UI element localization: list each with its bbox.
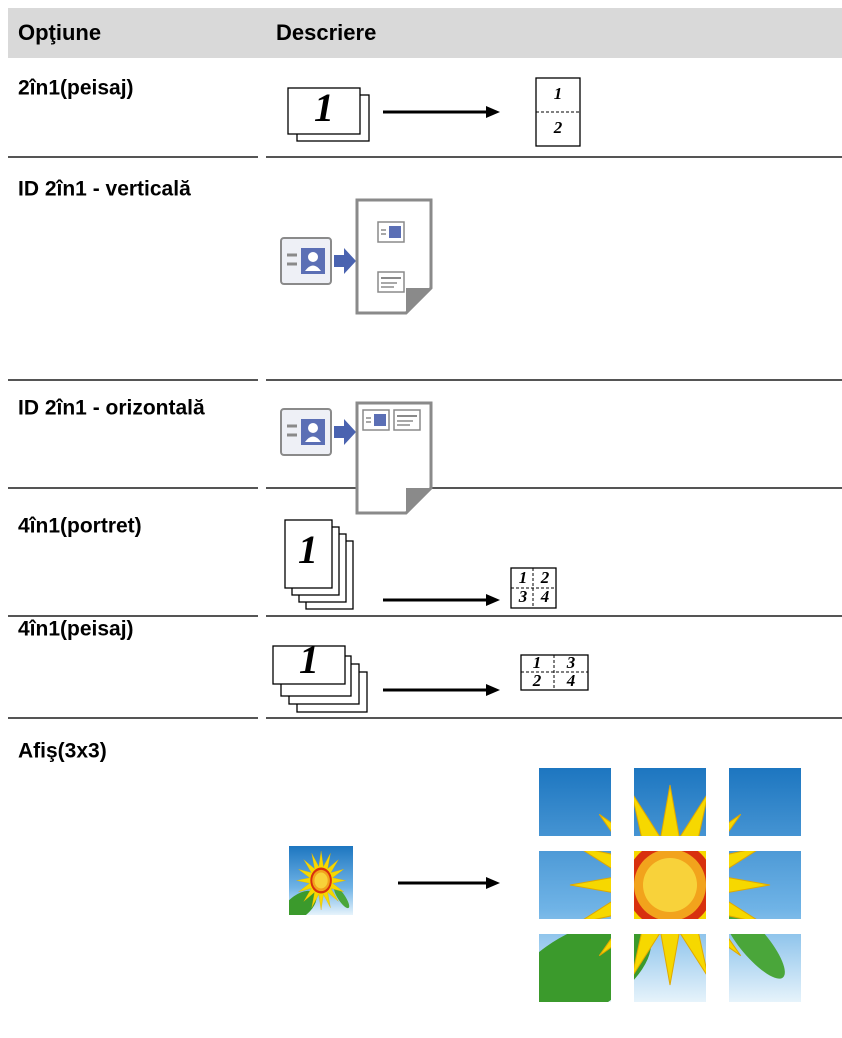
illustration: 1 1 2 3 4 xyxy=(284,519,557,610)
option-label: 4în1(portret) xyxy=(18,515,142,538)
illustration: 1 1 2 xyxy=(287,77,581,147)
page-number: 2 xyxy=(553,118,563,137)
page-number: 1 xyxy=(314,85,334,130)
illustration xyxy=(289,768,801,1002)
illustration xyxy=(279,198,433,315)
illustration xyxy=(279,401,433,515)
illustration: 1 1 3 2 4 xyxy=(272,637,589,713)
page-number: 1 xyxy=(519,568,528,587)
page-number: 4 xyxy=(566,671,576,690)
header-bar xyxy=(8,8,842,58)
header-cell: Descriere xyxy=(276,20,376,45)
option-label: ID 2în1 - verticală xyxy=(18,178,191,201)
option-label: 2în1(peisaj) xyxy=(18,77,134,100)
page-number: 1 xyxy=(533,653,542,672)
page-number: 2 xyxy=(540,568,550,587)
page-number: 1 xyxy=(299,637,319,682)
header-cell: Opţiune xyxy=(18,20,101,45)
page-number: 3 xyxy=(518,587,528,606)
page-number: 4 xyxy=(540,587,550,606)
page-number: 3 xyxy=(566,653,576,672)
option-label: ID 2în1 - orizontală xyxy=(18,397,205,420)
option-label: 4în1(peisaj) xyxy=(18,618,134,641)
page-number: 1 xyxy=(554,84,563,103)
page-number: 1 xyxy=(298,527,318,572)
page-number: 2 xyxy=(532,671,542,690)
option-label: Afiş(3x3) xyxy=(18,740,107,763)
